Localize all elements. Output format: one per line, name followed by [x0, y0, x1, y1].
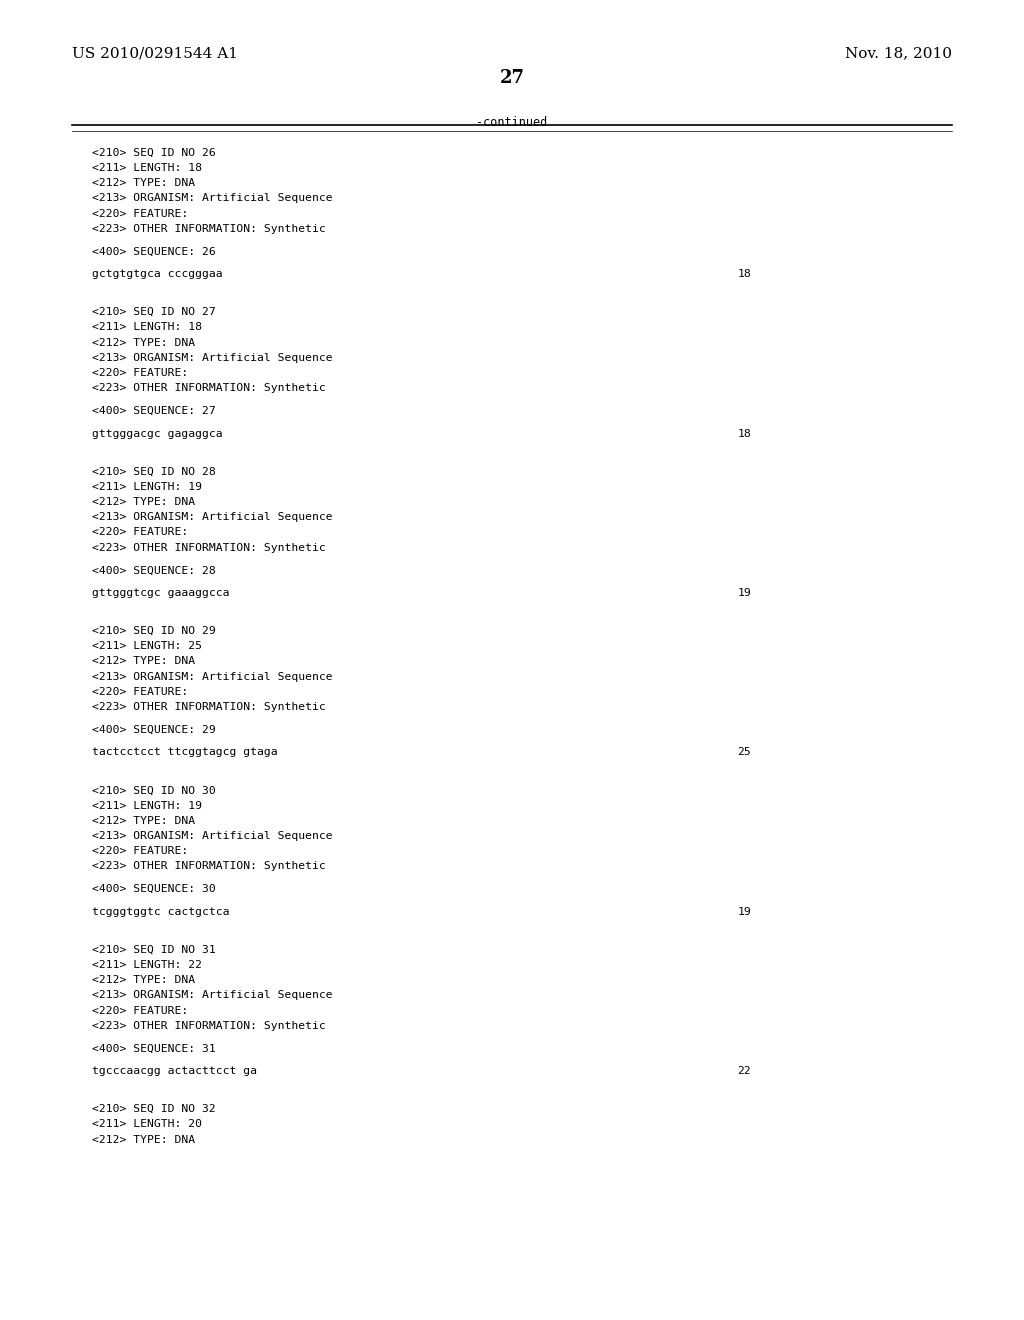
Text: <213> ORGANISM: Artificial Sequence: <213> ORGANISM: Artificial Sequence	[92, 672, 333, 681]
Text: <212> TYPE: DNA: <212> TYPE: DNA	[92, 656, 196, 667]
Text: <212> TYPE: DNA: <212> TYPE: DNA	[92, 975, 196, 985]
Text: <400> SEQUENCE: 30: <400> SEQUENCE: 30	[92, 884, 216, 894]
Text: <212> TYPE: DNA: <212> TYPE: DNA	[92, 816, 196, 826]
Text: <211> LENGTH: 19: <211> LENGTH: 19	[92, 800, 202, 810]
Text: gctgtgtgca cccgggaa: gctgtgtgca cccgggaa	[92, 269, 223, 280]
Text: 22: 22	[737, 1067, 751, 1076]
Text: <210> SEQ ID NO 26: <210> SEQ ID NO 26	[92, 148, 216, 158]
Text: tcgggtggtc cactgctca: tcgggtggtc cactgctca	[92, 907, 229, 917]
Text: gttgggtcgc gaaaggcca: gttgggtcgc gaaaggcca	[92, 587, 229, 598]
Text: Nov. 18, 2010: Nov. 18, 2010	[846, 46, 952, 61]
Text: <223> OTHER INFORMATION: Synthetic: <223> OTHER INFORMATION: Synthetic	[92, 383, 326, 393]
Text: <212> TYPE: DNA: <212> TYPE: DNA	[92, 178, 196, 189]
Text: <213> ORGANISM: Artificial Sequence: <213> ORGANISM: Artificial Sequence	[92, 830, 333, 841]
Text: -continued: -continued	[476, 116, 548, 129]
Text: 25: 25	[737, 747, 751, 758]
Text: tactcctcct ttcggtagcg gtaga: tactcctcct ttcggtagcg gtaga	[92, 747, 278, 758]
Text: <213> ORGANISM: Artificial Sequence: <213> ORGANISM: Artificial Sequence	[92, 990, 333, 1001]
Text: <220> FEATURE:: <220> FEATURE:	[92, 1006, 188, 1015]
Text: <223> OTHER INFORMATION: Synthetic: <223> OTHER INFORMATION: Synthetic	[92, 1020, 326, 1031]
Text: <220> FEATURE:: <220> FEATURE:	[92, 846, 188, 857]
Text: <223> OTHER INFORMATION: Synthetic: <223> OTHER INFORMATION: Synthetic	[92, 223, 326, 234]
Text: US 2010/0291544 A1: US 2010/0291544 A1	[72, 46, 238, 61]
Text: <213> ORGANISM: Artificial Sequence: <213> ORGANISM: Artificial Sequence	[92, 512, 333, 523]
Text: <400> SEQUENCE: 31: <400> SEQUENCE: 31	[92, 1043, 216, 1053]
Text: <400> SEQUENCE: 28: <400> SEQUENCE: 28	[92, 565, 216, 576]
Text: <211> LENGTH: 18: <211> LENGTH: 18	[92, 322, 202, 333]
Text: <400> SEQUENCE: 29: <400> SEQUENCE: 29	[92, 725, 216, 735]
Text: <211> LENGTH: 19: <211> LENGTH: 19	[92, 482, 202, 492]
Text: 19: 19	[737, 907, 751, 917]
Text: <210> SEQ ID NO 31: <210> SEQ ID NO 31	[92, 945, 216, 954]
Text: gttgggacgc gagaggca: gttgggacgc gagaggca	[92, 429, 223, 438]
Text: <211> LENGTH: 25: <211> LENGTH: 25	[92, 642, 202, 651]
Text: <211> LENGTH: 22: <211> LENGTH: 22	[92, 960, 202, 970]
Text: <212> TYPE: DNA: <212> TYPE: DNA	[92, 496, 196, 507]
Text: <210> SEQ ID NO 32: <210> SEQ ID NO 32	[92, 1104, 216, 1114]
Text: <213> ORGANISM: Artificial Sequence: <213> ORGANISM: Artificial Sequence	[92, 193, 333, 203]
Text: <211> LENGTH: 20: <211> LENGTH: 20	[92, 1119, 202, 1130]
Text: <220> FEATURE:: <220> FEATURE:	[92, 527, 188, 537]
Text: 18: 18	[737, 269, 751, 280]
Text: tgcccaacgg actacttcct ga: tgcccaacgg actacttcct ga	[92, 1067, 257, 1076]
Text: <220> FEATURE:: <220> FEATURE:	[92, 686, 188, 697]
Text: <220> FEATURE:: <220> FEATURE:	[92, 209, 188, 219]
Text: <223> OTHER INFORMATION: Synthetic: <223> OTHER INFORMATION: Synthetic	[92, 702, 326, 711]
Text: <210> SEQ ID NO 27: <210> SEQ ID NO 27	[92, 308, 216, 317]
Text: <212> TYPE: DNA: <212> TYPE: DNA	[92, 1134, 196, 1144]
Text: 27: 27	[500, 69, 524, 87]
Text: <223> OTHER INFORMATION: Synthetic: <223> OTHER INFORMATION: Synthetic	[92, 543, 326, 553]
Text: <400> SEQUENCE: 27: <400> SEQUENCE: 27	[92, 405, 216, 416]
Text: <212> TYPE: DNA: <212> TYPE: DNA	[92, 338, 196, 347]
Text: 19: 19	[737, 587, 751, 598]
Text: <400> SEQUENCE: 26: <400> SEQUENCE: 26	[92, 247, 216, 256]
Text: <210> SEQ ID NO 29: <210> SEQ ID NO 29	[92, 626, 216, 636]
Text: 18: 18	[737, 429, 751, 438]
Text: <223> OTHER INFORMATION: Synthetic: <223> OTHER INFORMATION: Synthetic	[92, 861, 326, 871]
Text: <210> SEQ ID NO 30: <210> SEQ ID NO 30	[92, 785, 216, 796]
Text: <211> LENGTH: 18: <211> LENGTH: 18	[92, 162, 202, 173]
Text: <213> ORGANISM: Artificial Sequence: <213> ORGANISM: Artificial Sequence	[92, 352, 333, 363]
Text: <220> FEATURE:: <220> FEATURE:	[92, 368, 188, 378]
Text: <210> SEQ ID NO 28: <210> SEQ ID NO 28	[92, 466, 216, 477]
